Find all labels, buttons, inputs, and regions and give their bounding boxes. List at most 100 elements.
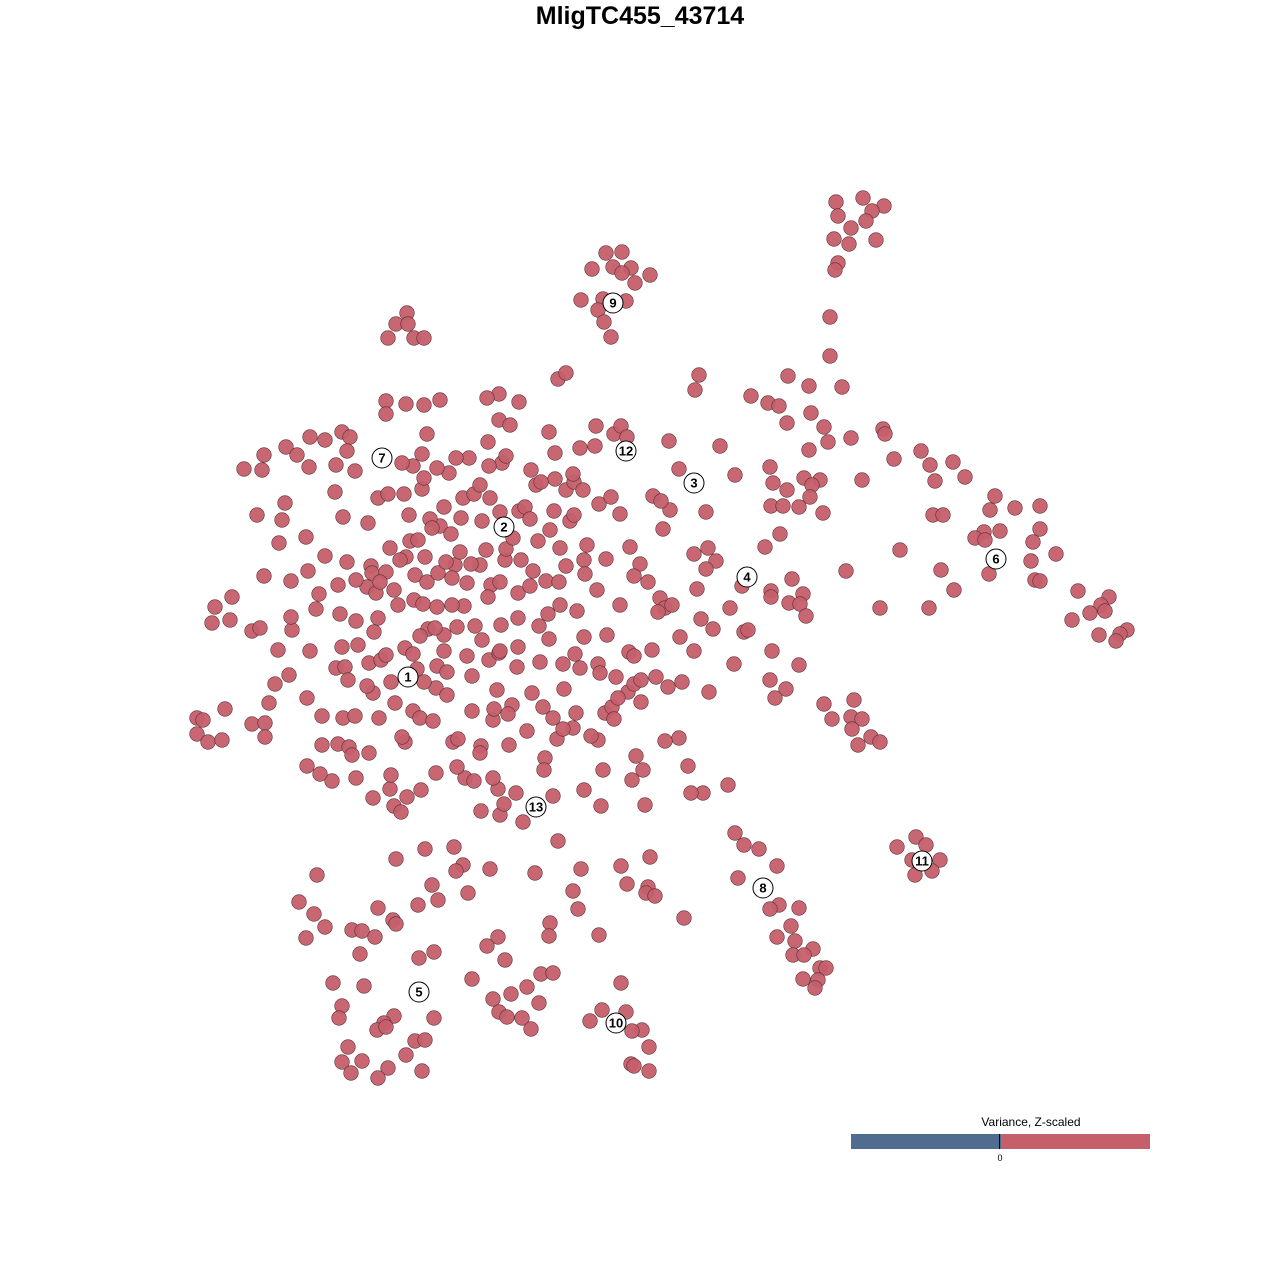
data-point (348, 572, 364, 588)
data-point (531, 618, 547, 634)
data-point (647, 888, 663, 904)
data-point (332, 606, 348, 622)
data-point (655, 521, 671, 537)
data-point (244, 716, 260, 732)
data-point (628, 748, 644, 764)
data-point (698, 504, 714, 520)
data-point (946, 582, 962, 598)
data-point (519, 723, 535, 739)
data-point (347, 463, 363, 479)
data-point (448, 450, 464, 466)
data-point (498, 448, 514, 464)
data-point (429, 460, 445, 476)
data-point (424, 877, 440, 893)
cluster-label-12: 12 (615, 440, 637, 462)
data-point (676, 910, 692, 926)
cluster-label-8: 8 (752, 877, 774, 899)
points-layer (189, 190, 1135, 1086)
data-point (583, 728, 599, 744)
data-point (612, 506, 628, 522)
colorbar-positive (1000, 1134, 1150, 1149)
data-point (419, 574, 435, 590)
data-point (222, 612, 238, 628)
data-point (595, 762, 611, 778)
data-point (577, 566, 593, 582)
data-point (485, 991, 501, 1007)
data-point (556, 681, 572, 697)
data-point (430, 892, 446, 908)
data-point (405, 646, 421, 662)
data-point (410, 532, 426, 548)
data-point (791, 499, 807, 515)
data-point (309, 867, 325, 883)
data-point (388, 916, 404, 932)
data-point (633, 694, 649, 710)
data-point (576, 629, 592, 645)
data-point (802, 489, 818, 505)
data-point (591, 496, 607, 512)
data-point (256, 447, 272, 463)
data-point (352, 946, 368, 962)
data-point (252, 620, 268, 636)
data-point (466, 773, 482, 789)
data-point (224, 589, 240, 605)
data-point (283, 573, 299, 589)
cluster-label-circle (752, 877, 774, 899)
data-point (708, 553, 724, 569)
data-point (489, 682, 505, 698)
data-point (340, 672, 356, 688)
data-point (485, 770, 501, 786)
data-point (412, 628, 428, 644)
data-point (792, 596, 808, 612)
data-point (541, 928, 557, 944)
data-point (399, 789, 415, 805)
data-point (608, 669, 624, 685)
data-point (892, 542, 908, 558)
cluster-label-text: 13 (529, 800, 543, 815)
data-point (325, 975, 341, 991)
data-point (348, 770, 364, 786)
data-point (398, 396, 414, 412)
data-point (371, 710, 387, 726)
data-point (416, 674, 432, 690)
cluster-label-circle (736, 566, 758, 588)
data-point (575, 482, 591, 498)
data-point (826, 231, 842, 247)
data-point (795, 971, 811, 987)
data-point (762, 672, 778, 688)
data-point (482, 861, 498, 877)
data-point (1032, 573, 1048, 589)
data-point (463, 556, 479, 572)
data-point (536, 762, 552, 778)
data-point (274, 512, 290, 528)
data-point (299, 690, 315, 706)
data-point (644, 642, 660, 658)
data-point (743, 388, 759, 404)
data-point (410, 897, 426, 913)
data-point (449, 619, 465, 635)
data-point (567, 646, 583, 662)
data-point (497, 952, 513, 968)
data-point (722, 600, 738, 616)
data-point (416, 330, 432, 346)
data-point (624, 772, 640, 788)
cluster-label-circle (602, 292, 624, 314)
data-point (413, 782, 429, 798)
data-point (289, 447, 305, 463)
cluster-label-1: 1 (397, 666, 419, 688)
data-point (816, 696, 832, 712)
data-point (541, 424, 557, 440)
data-point (270, 642, 286, 658)
data-point (935, 507, 951, 523)
data-point (339, 443, 355, 459)
data-point (474, 632, 490, 648)
data-point (417, 1032, 433, 1048)
data-point (343, 1065, 359, 1081)
data-point (693, 611, 709, 627)
data-point (361, 745, 377, 761)
data-point (416, 397, 432, 413)
cluster-label-circle (525, 796, 547, 818)
data-point (348, 613, 364, 629)
data-point (425, 713, 441, 729)
